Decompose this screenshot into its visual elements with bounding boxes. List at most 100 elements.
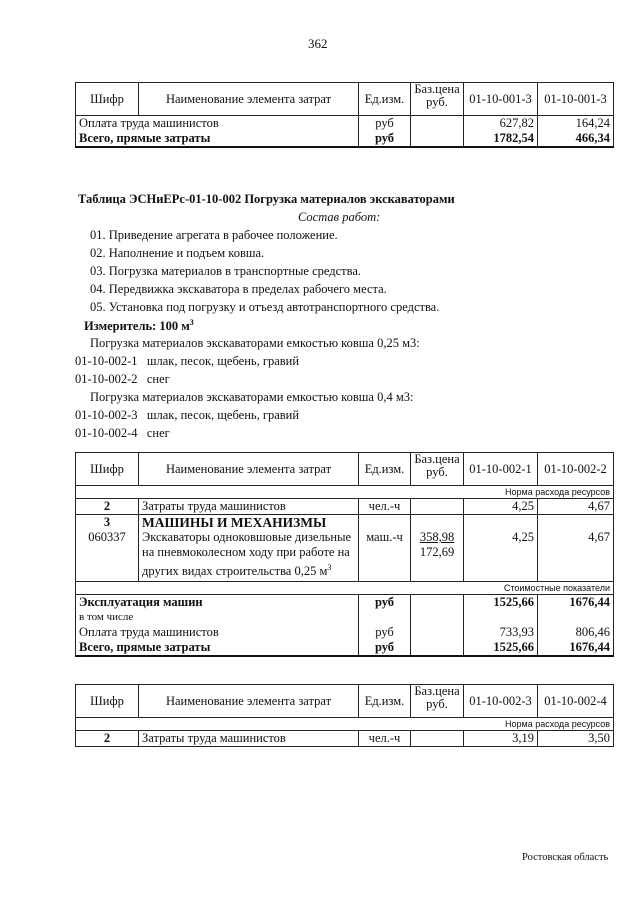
row-value: 3,50	[537, 730, 614, 747]
measure-sup: 3	[189, 318, 194, 327]
row-unit: руб	[358, 131, 411, 147]
row-value: 733,93	[463, 625, 538, 641]
header-unit: Ед.изм.	[358, 452, 411, 486]
row-value: 4,67	[588, 530, 610, 544]
header-col1: 01-10-002-1	[463, 452, 538, 486]
header-base-price: Баз.цена руб.	[410, 684, 464, 718]
footer-region: Ростовская область	[522, 852, 609, 863]
item-code: 01-10-002-2	[75, 372, 138, 386]
step: 04. Передвижка экскаватора в пределах ра…	[90, 282, 387, 296]
item: 01-10-002-2 снег	[75, 372, 170, 387]
measure: Измеритель: 100 м3	[84, 318, 194, 334]
row-name: в том числе	[75, 610, 359, 626]
header-col2: 01-10-001-3	[537, 82, 614, 116]
row-unit: руб	[358, 640, 411, 657]
norm-label: Норма расхода ресурсов	[75, 717, 614, 731]
table-row: Всего, прямые затраты руб 1782,54 466,34	[75, 131, 614, 147]
machines-title: МАШИНЫ И МЕХАНИЗМЫ	[142, 515, 327, 530]
composition-label: Состав работ:	[298, 210, 381, 224]
header-unit: Ед.изм.	[358, 684, 411, 718]
base-price-labor: 172,69	[419, 545, 455, 559]
header-col2: 01-10-002-2	[537, 452, 614, 486]
norm-subheader: Норма расхода ресурсов	[75, 485, 614, 499]
norm-subheader: Норма расхода ресурсов	[75, 717, 614, 731]
group-label: Погрузка материалов экскаваторами емкост…	[90, 336, 420, 350]
item-text: шлак, песок, щебень, гравий	[146, 408, 300, 422]
header-code: Шифр	[75, 82, 139, 116]
row-value: 1525,66	[463, 594, 538, 611]
step: 05. Установка под погрузку и отъезд авто…	[90, 300, 440, 314]
item: 01-10-002-1 шлак, песок, щебень, гравий	[75, 354, 299, 369]
row-value: 1676,44	[537, 594, 614, 611]
row-value: 466,34	[537, 131, 614, 147]
row-name: Затраты труда машинистов	[138, 498, 359, 515]
row-value: 627,82	[463, 115, 538, 131]
table-3: Шифр Наименование элемента затрат Ед.изм…	[75, 684, 614, 747]
row-name: Эксплуатация машин	[75, 594, 359, 611]
row-value: 4,25	[463, 498, 538, 515]
machine-sup: 3	[327, 563, 332, 572]
row-value: 1782,54	[463, 131, 538, 147]
row-value: 164,24	[537, 115, 614, 131]
table-header: Шифр Наименование элемента затрат Ед.изм…	[75, 684, 614, 718]
step: 02. Наполнение и подъем ковша.	[90, 246, 265, 260]
item-text: снег	[146, 426, 170, 440]
item-code: 01-10-002-3	[75, 408, 138, 422]
row-value: 4,67	[537, 498, 614, 515]
row-value: 806,46	[537, 625, 614, 641]
table-row: Оплата труда машинистов руб 627,82 164,2…	[75, 115, 614, 131]
table-1: Шифр Наименование элемента затрат Ед.изм…	[75, 82, 614, 148]
header-name: Наименование элемента затрат	[138, 684, 359, 718]
row-code: 2	[75, 498, 139, 515]
row-code: 3	[103, 515, 111, 529]
page-number: 362	[308, 36, 328, 51]
row-name: Всего, прямые затраты	[75, 640, 359, 657]
base-price: 358,98	[419, 530, 455, 544]
row-unit: руб	[358, 625, 411, 641]
row-unit: маш.-ч	[366, 530, 403, 544]
row-name: Оплата труда машинистов	[75, 625, 359, 641]
row-value: 1676,44	[537, 640, 614, 657]
item-text: шлак, песок, щебень, гравий	[146, 354, 300, 368]
header-unit: Ед.изм.	[358, 82, 411, 116]
table-row: Оплата труда машинистов руб 733,93 806,4…	[75, 625, 614, 641]
header-col1: 01-10-002-3	[463, 684, 538, 718]
table-header: Шифр Наименование элемента затрат Ед.изм…	[75, 452, 614, 486]
table-row: в том числе	[75, 610, 614, 626]
step: 01. Приведение агрегата в рабочее положе…	[90, 228, 338, 242]
row-subcode: 060337	[88, 530, 126, 544]
table-2: Шифр Наименование элемента затрат Ед.изм…	[75, 452, 614, 657]
header-code: Шифр	[75, 684, 139, 718]
row-unit: чел.-ч	[358, 730, 411, 747]
row-name: Оплата труда машинистов	[75, 115, 359, 131]
item: 01-10-002-3 шлак, песок, щебень, гравий	[75, 408, 299, 423]
header-code: Шифр	[75, 452, 139, 486]
header-name: Наименование элемента затрат	[138, 452, 359, 486]
item-code: 01-10-002-1	[75, 354, 138, 368]
row-value: 1525,66	[463, 640, 538, 657]
cost-subheader: Стоимостные показатели	[75, 581, 614, 596]
table-header: Шифр Наименование элемента затрат Ед.изм…	[75, 82, 614, 116]
machine-name: Экскаваторы одноковшовые дизельные	[142, 530, 352, 544]
row-unit: руб	[358, 115, 411, 131]
table-row-machines: 3 060337 МАШИНЫ И МЕХАНИЗМЫ Экскаваторы о…	[75, 513, 614, 583]
header-col2: 01-10-002-4	[537, 684, 614, 718]
row-unit: руб	[358, 594, 411, 611]
row-code: 2	[75, 730, 139, 747]
measure-text: Измеритель: 100 м	[84, 319, 190, 334]
row-name: Всего, прямые затраты	[75, 131, 359, 147]
machine-name: других видах строительства 0,25 м	[142, 564, 328, 579]
header-base-price: Баз.цена руб.	[410, 82, 464, 116]
row-name: Затраты труда машинистов	[138, 730, 359, 747]
item-text: снег	[146, 372, 170, 386]
table-row: 2 Затраты труда машинистов чел.-ч 3,19 3…	[75, 730, 614, 747]
norm-label: Норма расхода ресурсов	[75, 485, 614, 499]
table-row: 2 Затраты труда машинистов чел.-ч 4,25 4…	[75, 498, 614, 515]
table-row: Всего, прямые затраты руб 1525,66 1676,4…	[75, 640, 614, 657]
item-code: 01-10-002-4	[75, 426, 138, 440]
header-base-price: Баз.цена руб.	[410, 452, 464, 486]
step: 03. Погрузка материалов в транспортные с…	[90, 264, 362, 278]
header-name: Наименование элемента затрат	[138, 82, 359, 116]
header-col1: 01-10-001-3	[463, 82, 538, 116]
